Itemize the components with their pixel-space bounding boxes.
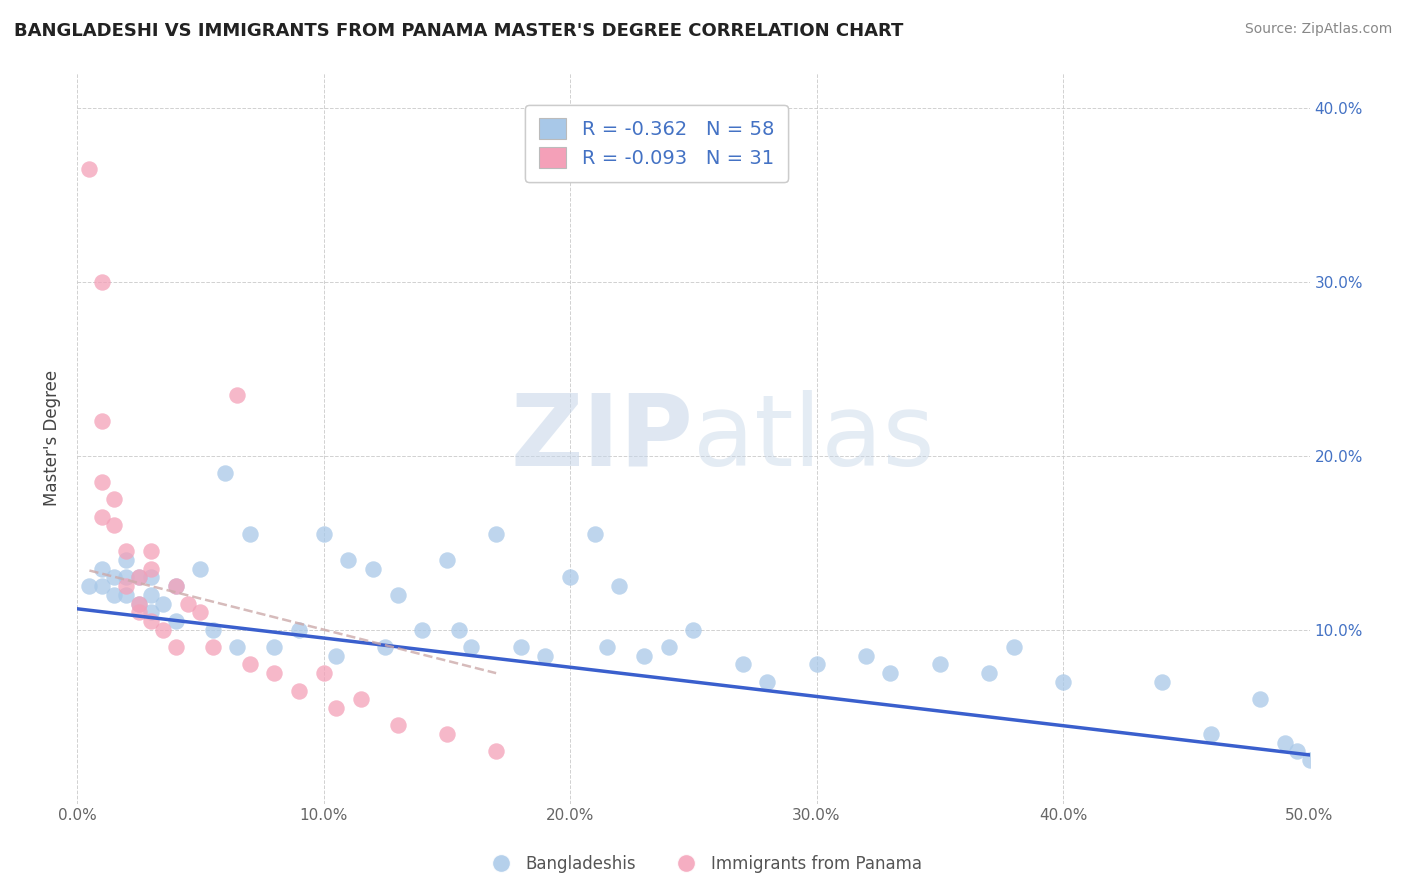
Point bbox=[387, 718, 409, 732]
Point bbox=[449, 623, 471, 637]
Point bbox=[312, 666, 335, 681]
Point bbox=[165, 640, 187, 654]
Point bbox=[1298, 753, 1320, 767]
Point bbox=[337, 553, 360, 567]
Point bbox=[128, 570, 150, 584]
Legend: R = -0.362   N = 58, R = -0.093   N = 31: R = -0.362 N = 58, R = -0.093 N = 31 bbox=[526, 104, 787, 182]
Point bbox=[115, 544, 138, 558]
Point bbox=[325, 701, 347, 715]
Point bbox=[596, 640, 619, 654]
Point bbox=[485, 744, 508, 758]
Y-axis label: Master's Degree: Master's Degree bbox=[44, 370, 60, 507]
Point bbox=[139, 614, 162, 628]
Point bbox=[188, 562, 211, 576]
Point bbox=[288, 683, 311, 698]
Point bbox=[263, 640, 285, 654]
Point bbox=[609, 579, 631, 593]
Point bbox=[928, 657, 950, 672]
Point bbox=[165, 579, 187, 593]
Point bbox=[460, 640, 482, 654]
Point bbox=[658, 640, 681, 654]
Point bbox=[103, 518, 125, 533]
Point bbox=[534, 648, 557, 663]
Point bbox=[90, 475, 112, 489]
Point bbox=[139, 570, 162, 584]
Point bbox=[436, 727, 458, 741]
Point bbox=[103, 588, 125, 602]
Point bbox=[79, 579, 101, 593]
Point bbox=[165, 579, 187, 593]
Point bbox=[115, 588, 138, 602]
Legend: Bangladeshis, Immigrants from Panama: Bangladeshis, Immigrants from Panama bbox=[477, 848, 929, 880]
Text: atlas: atlas bbox=[693, 390, 935, 487]
Point bbox=[361, 562, 384, 576]
Point bbox=[1199, 727, 1222, 741]
Point bbox=[90, 509, 112, 524]
Point bbox=[115, 570, 138, 584]
Point bbox=[139, 605, 162, 619]
Point bbox=[349, 692, 371, 706]
Point bbox=[90, 562, 112, 576]
Point bbox=[325, 648, 347, 663]
Point bbox=[90, 579, 112, 593]
Point bbox=[633, 648, 655, 663]
Point bbox=[806, 657, 828, 672]
Point bbox=[855, 648, 877, 663]
Point bbox=[226, 388, 249, 402]
Point bbox=[226, 640, 249, 654]
Point bbox=[128, 570, 150, 584]
Point bbox=[509, 640, 531, 654]
Point bbox=[139, 588, 162, 602]
Point bbox=[128, 597, 150, 611]
Text: BANGLADESHI VS IMMIGRANTS FROM PANAMA MASTER'S DEGREE CORRELATION CHART: BANGLADESHI VS IMMIGRANTS FROM PANAMA MA… bbox=[14, 22, 904, 40]
Point bbox=[139, 562, 162, 576]
Point bbox=[1150, 674, 1173, 689]
Point bbox=[977, 666, 1000, 681]
Point bbox=[139, 544, 162, 558]
Point bbox=[103, 492, 125, 507]
Point bbox=[152, 623, 174, 637]
Point bbox=[731, 657, 754, 672]
Point bbox=[312, 527, 335, 541]
Point bbox=[411, 623, 433, 637]
Point bbox=[90, 275, 112, 289]
Point bbox=[115, 579, 138, 593]
Point bbox=[682, 623, 704, 637]
Point bbox=[239, 657, 262, 672]
Point bbox=[387, 588, 409, 602]
Text: ZIP: ZIP bbox=[510, 390, 693, 487]
Point bbox=[583, 527, 606, 541]
Point bbox=[239, 527, 262, 541]
Point bbox=[1249, 692, 1271, 706]
Point bbox=[128, 605, 150, 619]
Point bbox=[879, 666, 901, 681]
Point bbox=[558, 570, 581, 584]
Point bbox=[128, 597, 150, 611]
Point bbox=[103, 570, 125, 584]
Point bbox=[263, 666, 285, 681]
Point bbox=[201, 623, 224, 637]
Point bbox=[152, 597, 174, 611]
Point bbox=[214, 466, 236, 480]
Text: Source: ZipAtlas.com: Source: ZipAtlas.com bbox=[1244, 22, 1392, 37]
Point bbox=[188, 605, 211, 619]
Point bbox=[201, 640, 224, 654]
Point bbox=[115, 553, 138, 567]
Point bbox=[1274, 736, 1296, 750]
Point bbox=[485, 527, 508, 541]
Point bbox=[436, 553, 458, 567]
Point bbox=[288, 623, 311, 637]
Point bbox=[90, 414, 112, 428]
Point bbox=[79, 161, 101, 176]
Point bbox=[177, 597, 200, 611]
Point bbox=[756, 674, 779, 689]
Point bbox=[374, 640, 396, 654]
Point bbox=[1052, 674, 1074, 689]
Point bbox=[165, 614, 187, 628]
Point bbox=[1002, 640, 1025, 654]
Point bbox=[1286, 744, 1309, 758]
